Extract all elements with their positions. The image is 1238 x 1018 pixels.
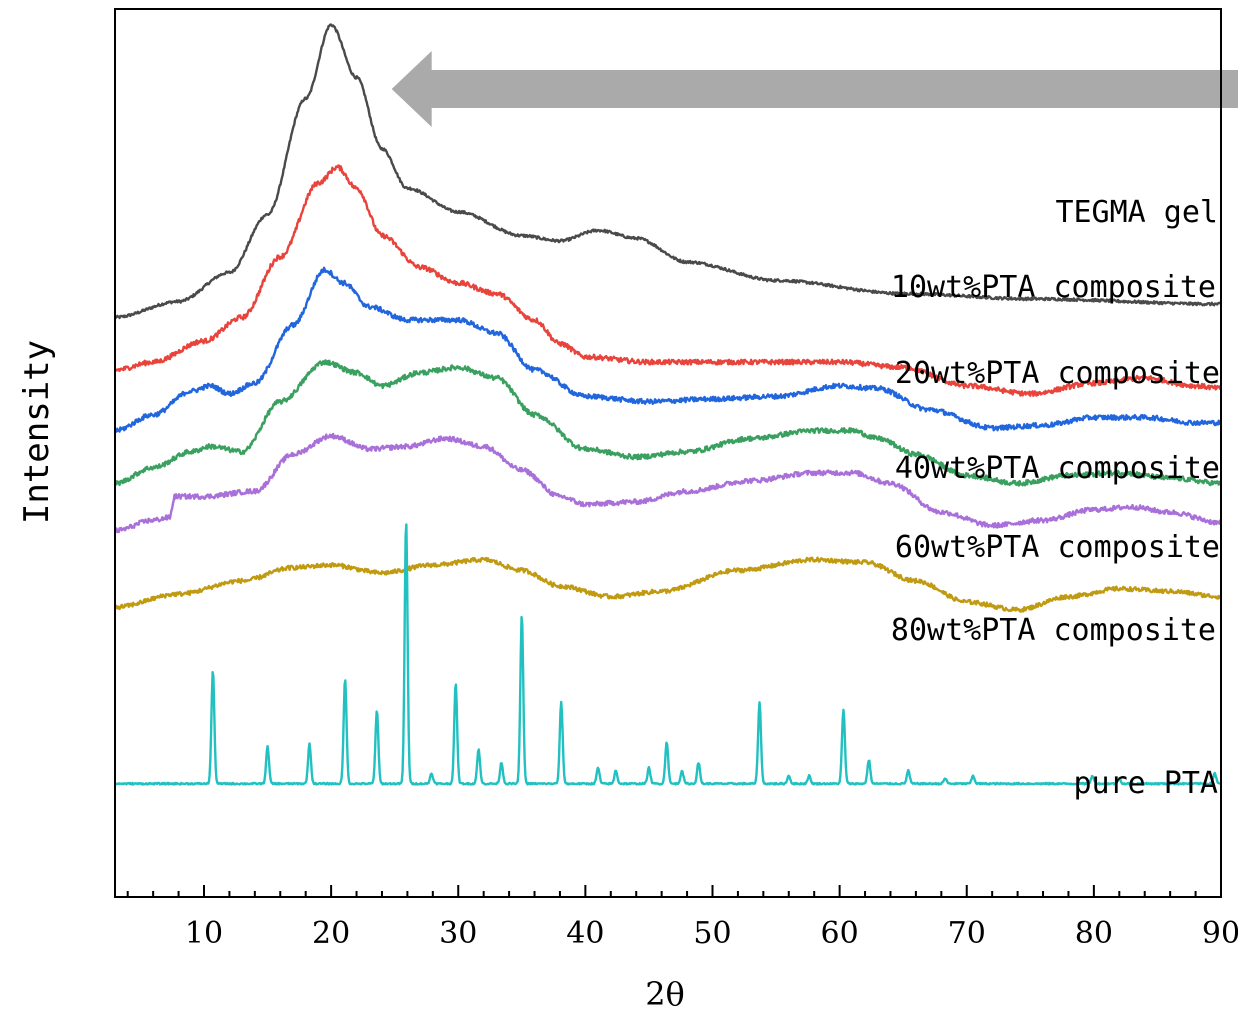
x-tick-label: 90 bbox=[1202, 916, 1238, 951]
x-tick-label: 20 bbox=[312, 916, 350, 951]
series-line-20wt-pta-composite bbox=[114, 266, 1223, 433]
series-label-10wt-pta-composite: 10wt%PTA composite bbox=[891, 270, 1216, 305]
label-layer: TEGMA gel 10wt%PTA composite 20wt%PTA comp… bbox=[891, 195, 1220, 801]
series-label-80wt-pta-composite: 80wt%PTA composite bbox=[891, 613, 1216, 648]
x-tick-label: 80 bbox=[1075, 916, 1113, 951]
series-label-60wt-pta-composite: 60wt%PTA composite bbox=[895, 530, 1220, 565]
x-tick-label: 70 bbox=[948, 916, 986, 951]
x-tick-label: 10 bbox=[185, 916, 223, 951]
y-axis-label: Intensity bbox=[17, 340, 57, 524]
x-tick-label: 30 bbox=[439, 916, 477, 951]
series-label-40wt-pta-composite: 40wt%PTA composite bbox=[895, 451, 1220, 486]
x-tick-label: 50 bbox=[693, 916, 731, 951]
series-line-60wt-pta-composite bbox=[113, 432, 1222, 534]
series-line-pure-pta bbox=[114, 523, 1222, 786]
series-line-80wt-pta-composite bbox=[114, 556, 1222, 613]
plot-frame bbox=[114, 8, 1222, 898]
x-tick-label: 40 bbox=[566, 916, 604, 951]
annotation-layer bbox=[391, 51, 1238, 127]
series-label-20wt-pta-composite: 20wt%PTA composite bbox=[895, 356, 1220, 391]
series-line-40wt-pta-composite bbox=[113, 359, 1222, 487]
x-axis: 10 20 30 40 50 60 70 80 90 bbox=[126, 885, 1238, 951]
series-line-10wt-pta-composite bbox=[114, 164, 1222, 397]
x-axis-label: 2θ bbox=[645, 975, 685, 1013]
series-line-tegma-gel bbox=[114, 23, 1222, 320]
series-label-tegma-gel: TEGMA gel bbox=[1055, 195, 1218, 230]
series-label-pure-pta: pure PTA bbox=[1074, 766, 1219, 801]
x-tick-label: 60 bbox=[821, 916, 859, 951]
shift-arrow bbox=[391, 51, 1238, 127]
series-layer bbox=[113, 23, 1223, 786]
